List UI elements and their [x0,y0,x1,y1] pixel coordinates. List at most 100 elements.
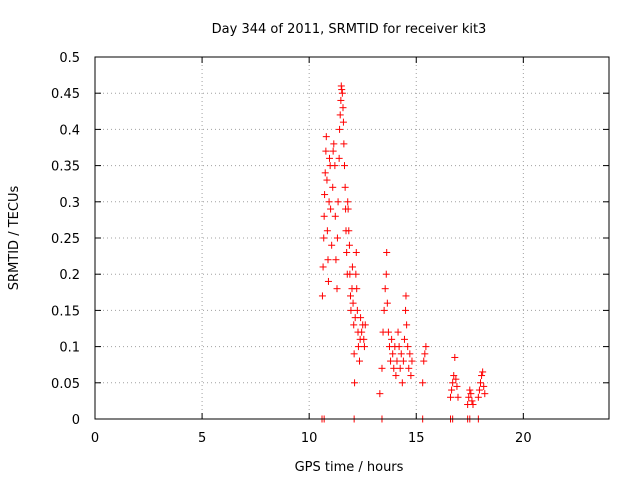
data-point [402,292,410,300]
data-point [336,125,344,133]
data-point [360,335,368,343]
data-point [347,292,355,300]
y-tick-label: 0.1 [59,341,80,356]
y-tick-label: 0.45 [51,87,80,102]
data-point [419,379,427,387]
data-point [345,241,353,249]
y-tick-label: 0.25 [51,232,80,247]
data-point [389,350,397,358]
data-point [334,198,342,206]
data-point [355,357,363,365]
data-point [398,379,406,387]
data-point [336,111,344,119]
data-point [324,256,332,264]
data-point [407,372,415,380]
data-point [337,96,345,104]
data-point [322,147,330,155]
data-point [403,321,411,329]
y-tick-label: 0.15 [51,304,80,319]
data-point [341,183,349,191]
data-point [466,386,474,394]
data-point [353,285,361,293]
data-point [394,328,402,336]
data-point [475,386,483,394]
data-point [395,343,403,351]
y-tick-label: 0 [72,413,80,428]
x-tick-label: 20 [515,431,532,446]
data-point [340,140,348,148]
data-point [329,147,337,155]
data-point [449,379,457,387]
data-point [344,205,352,213]
data-point [481,390,489,398]
data-point [343,248,351,256]
data-point [479,368,487,376]
x-tick-label: 0 [91,431,99,446]
data-point [393,357,401,365]
data-point [453,382,461,390]
y-tick-label: 0.05 [51,377,80,392]
data-point [345,227,353,235]
data-point [352,270,360,278]
data-point [384,328,392,336]
data-point [422,343,430,351]
data-point [452,375,460,383]
data-point [380,306,388,314]
y-tick-label: 0.5 [59,51,80,66]
data-point [465,393,473,401]
data-point [361,321,369,329]
data-point [399,357,407,365]
data-point [347,306,355,314]
x-axis-label: GPS time / hours [295,460,404,475]
data-point [400,335,408,343]
data-point [339,118,347,126]
data-point [388,335,396,343]
data-point [402,306,410,314]
data-point [448,386,456,394]
data-points [318,82,489,423]
data-point [352,248,360,256]
data-point [319,263,327,271]
x-tick-label: 5 [198,431,206,446]
data-point [348,263,356,271]
data-point [469,401,477,409]
data-point [330,140,338,148]
data-point [350,350,358,358]
data-point [383,299,391,307]
data-point [383,248,391,256]
data-point [338,89,346,97]
data-point [382,270,390,278]
data-point [451,353,459,361]
data-point [324,277,332,285]
y-axis-label: SRMTID / TECUs [7,186,22,291]
data-point [322,133,330,141]
plot-frame [94,56,610,420]
data-point [378,364,386,372]
y-tick-label: 0.2 [59,268,80,283]
data-point [328,241,336,249]
data-point [353,306,361,314]
data-point [421,350,429,358]
data-point [477,379,484,387]
x-tick-label: 15 [408,431,425,446]
data-point [335,154,343,162]
data-point [338,86,346,94]
data-point [404,343,412,351]
data-point [454,393,462,401]
data-point [331,212,339,220]
data-point [320,234,328,242]
data-point [405,364,413,372]
data-point [474,393,482,401]
y-tick-label: 0.35 [51,160,80,175]
y-tick-label: 0.3 [59,196,80,211]
data-point [358,328,366,336]
data-point [357,314,365,322]
data-point [333,234,341,242]
data-point [396,364,404,372]
data-point [346,270,354,278]
data-point [351,379,359,387]
data-point [406,350,414,358]
data-point [321,169,329,177]
data-point [376,390,384,398]
data-point [318,292,326,300]
